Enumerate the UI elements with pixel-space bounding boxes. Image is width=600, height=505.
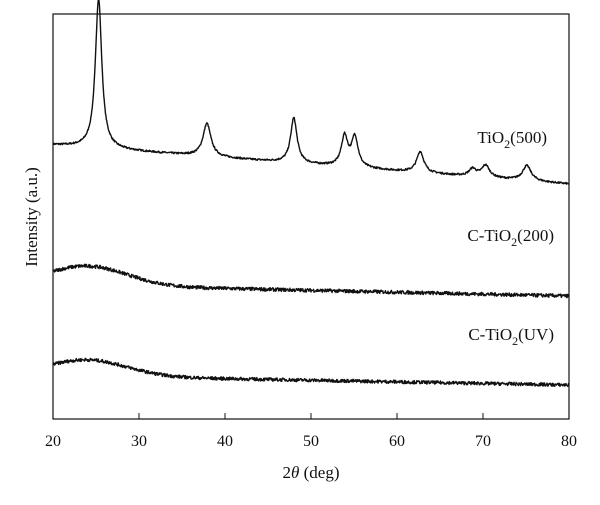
series-label-c-tio2-200: C-TiO2(200): [467, 226, 554, 249]
series-label-tio2-500: TiO2(500): [477, 128, 547, 151]
series-line-0: [52, 0, 570, 185]
x-axis-label: 2θ (deg): [283, 463, 340, 482]
x-tick-label: 20: [45, 433, 61, 450]
x-tick-label: 40: [217, 433, 233, 450]
x-tick-label: 80: [561, 433, 577, 450]
series-lines: [52, 0, 570, 388]
x-axis-ticks: 20 30 40 50 60 70 80: [45, 413, 577, 450]
x-tick-label: 30: [131, 433, 147, 450]
series-line-2: [52, 357, 570, 388]
plot-frame: [52, 13, 570, 420]
x-tick-label: 60: [389, 433, 405, 450]
x-tick-label: 50: [303, 433, 319, 450]
series-line-1: [52, 263, 570, 299]
x-tick-label: 70: [475, 433, 491, 450]
series-label-c-tio2-uv: C-TiO2(UV): [468, 325, 554, 348]
y-axis-label: Intensity (a.u.): [22, 167, 41, 267]
